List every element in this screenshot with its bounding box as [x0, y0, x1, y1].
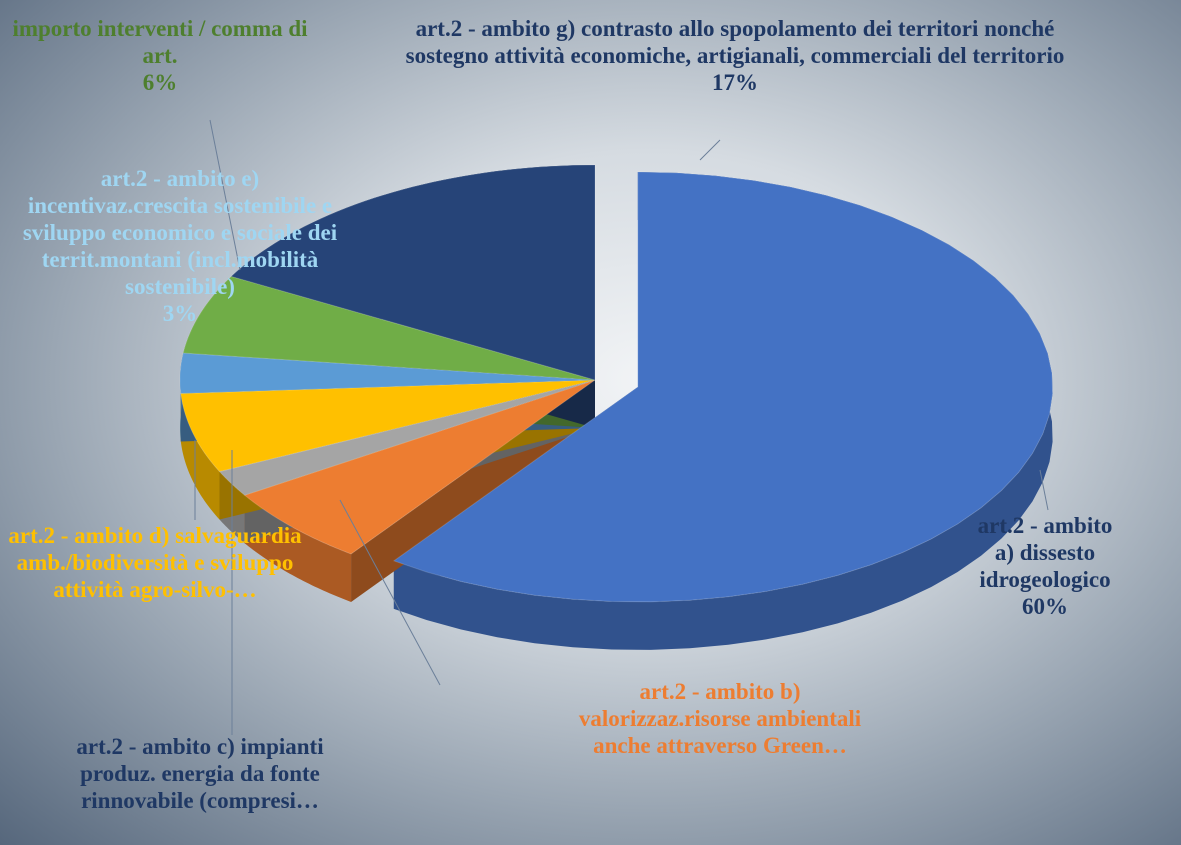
label-value: 60% — [975, 593, 1115, 620]
data-label: art.2 - ambito a) dissesto idrogeologico… — [975, 512, 1115, 620]
label-category: art.2 - ambito b) valorizzaz.risorse amb… — [565, 678, 875, 759]
data-label: art.2 - ambito b) valorizzaz.risorse amb… — [565, 678, 875, 759]
label-category: art.2 - ambito d) salvaguardia amb./biod… — [0, 522, 310, 603]
label-category: art.2 - ambito a) dissesto idrogeologico — [975, 512, 1115, 593]
data-label: importo interventi / comma di art.6% — [5, 15, 315, 96]
data-label: art.2 - ambito e) incentivaz.crescita so… — [20, 165, 340, 327]
data-label: art.2 - ambito g) contrasto allo spopola… — [375, 15, 1095, 96]
label-category: importo interventi / comma di art. — [5, 15, 315, 69]
label-value: 3% — [20, 300, 340, 327]
data-label: art.2 - ambito d) salvaguardia amb./biod… — [0, 522, 310, 603]
chart: art.2 - ambito a) dissesto idrogeologico… — [0, 0, 1181, 845]
label-category: art.2 - ambito c) impianti produz. energ… — [55, 733, 345, 814]
leader-line — [700, 140, 720, 160]
label-value: 17% — [375, 69, 1095, 96]
label-category: art.2 - ambito e) incentivaz.crescita so… — [20, 165, 340, 300]
data-label: art.2 - ambito c) impianti produz. energ… — [55, 733, 345, 814]
label-category: art.2 - ambito g) contrasto allo spopola… — [375, 15, 1095, 69]
label-value: 6% — [5, 69, 315, 96]
